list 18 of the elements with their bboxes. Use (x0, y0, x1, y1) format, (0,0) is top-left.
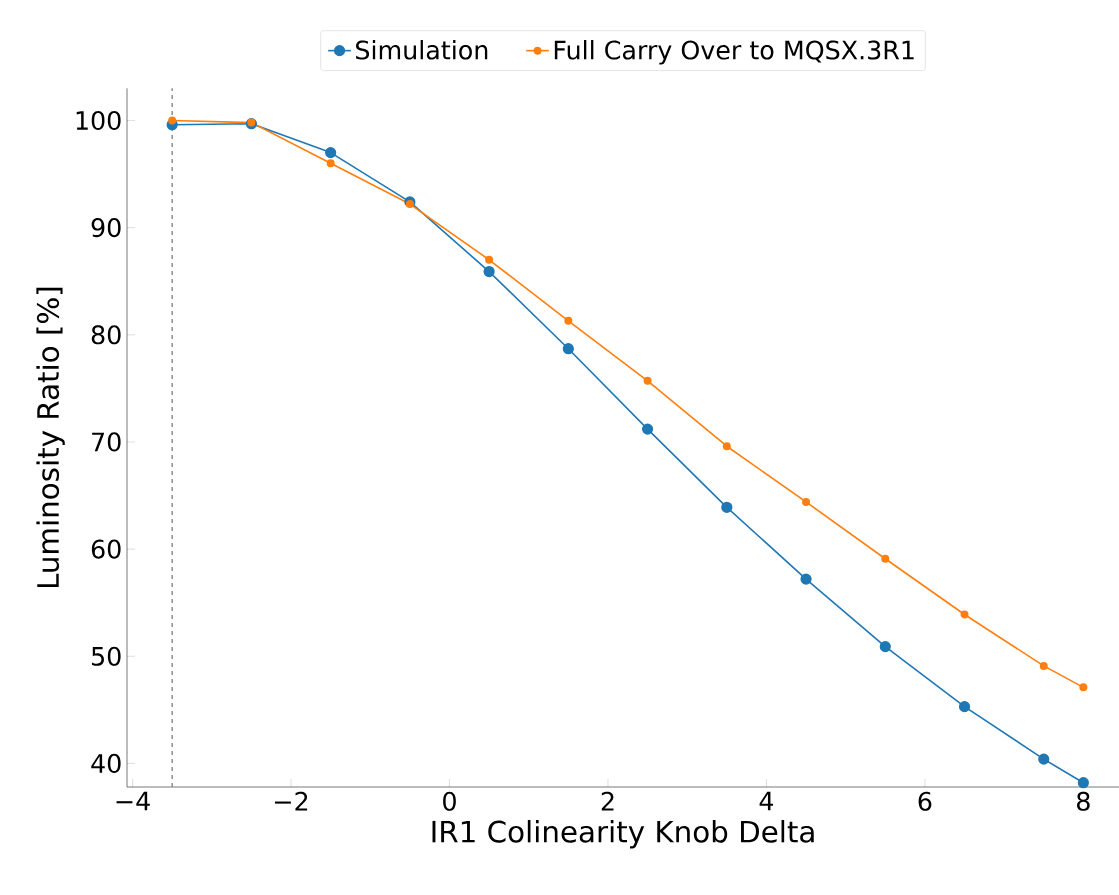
y-tick-label: 50 (92, 646, 121, 666)
x-tick-label: 4 (759, 791, 774, 811)
y-tick-label: 60 (91, 539, 121, 559)
x-tick-label: 2 (601, 791, 614, 811)
y-tick-label: 80 (91, 325, 121, 345)
y-tick-label: 90 (91, 218, 121, 238)
x-tick-label: −2 (275, 791, 308, 811)
x-tick-label: 8 (1077, 791, 1090, 811)
y-tick-label: 70 (92, 432, 121, 452)
x-tick-label: 0 (443, 791, 456, 811)
y-axis-title: Luminosity Ratio [%] (36, 287, 65, 588)
x-tick-label: −4 (116, 791, 150, 811)
legend-label: Simulation (356, 40, 488, 60)
y-tick-label: 40 (91, 753, 121, 773)
x-axis-title: IR1 Colinearity Knob Delta (432, 820, 814, 849)
y-tick-label: 100 (76, 110, 121, 131)
x-tick-label: 6 (918, 791, 932, 811)
legend-label: Full Carry Over to MQSX.3R1 (554, 40, 914, 65)
